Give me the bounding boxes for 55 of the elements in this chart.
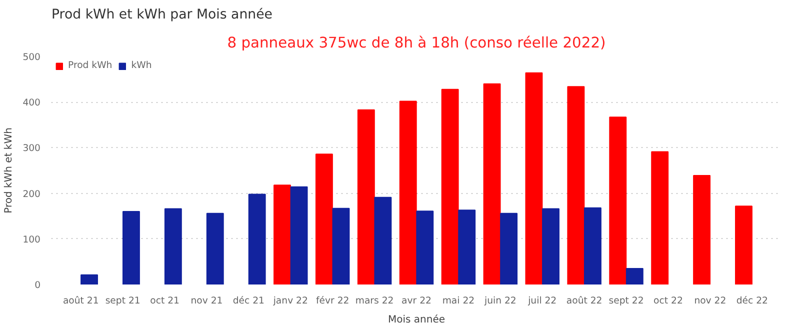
bar [80, 274, 98, 284]
bar [525, 72, 543, 284]
bar [542, 208, 560, 284]
bar [206, 212, 224, 284]
bar [357, 109, 375, 284]
bar [374, 196, 392, 284]
y-tick-label: 400 [22, 98, 41, 109]
x-axis-title: Mois année [388, 314, 446, 326]
bar [483, 83, 501, 284]
x-tick-label: sept 21 [105, 296, 140, 306]
x-tick-label: août 21 [62, 296, 99, 306]
y-tick-label: 200 [22, 188, 41, 200]
y-tick-label: 500 [22, 52, 41, 63]
x-tick-label: nov 21 [190, 296, 223, 306]
bar [567, 86, 585, 284]
bar [441, 88, 459, 284]
bar [609, 116, 627, 284]
bar [315, 154, 333, 284]
y-tick-label: 0 [34, 280, 41, 291]
bar [332, 208, 350, 284]
bar [274, 184, 291, 284]
bar [500, 212, 518, 284]
y-tick-label: 300 [22, 143, 41, 154]
bar [290, 186, 308, 284]
legend-label: Prod kWh [68, 60, 112, 71]
x-tick-label: mars 22 [355, 296, 394, 306]
y-axis-title: Prod kWh et kWh [4, 128, 15, 214]
bar [248, 194, 266, 284]
bar [122, 211, 140, 284]
chart-title: Prod kWh et kWh par Mois année [52, 8, 273, 22]
legend-label: kWh [131, 60, 152, 71]
x-tick-label: juin 22 [483, 296, 516, 306]
text: 8 panneaux 375wc de 8h à 18h (conso réelle 2022) [227, 34, 606, 52]
bar [651, 151, 669, 284]
x-tick-label: avr 22 [402, 296, 432, 306]
x-tick-label: oct 22 [654, 296, 683, 306]
x-tick-label: nov 22 [694, 296, 726, 306]
x-tick-label: janv 22 [272, 296, 308, 306]
y-tick-label: 100 [22, 234, 41, 246]
x-tick-label: sept 22 [608, 296, 644, 306]
x-tick-label: mai 22 [442, 296, 475, 306]
bar [399, 100, 417, 284]
bar [693, 175, 711, 284]
bar [416, 210, 434, 284]
x-tick-label: déc 21 [232, 296, 265, 306]
x-tick-label: juil 22 [527, 296, 557, 306]
x-tick-label: août 22 [566, 296, 602, 306]
x-tick-label: oct 21 [150, 296, 180, 306]
bar [164, 208, 182, 284]
bar [626, 268, 644, 284]
x-tick-label: déc 22 [736, 296, 768, 306]
x-tick-label: févr 22 [316, 296, 350, 306]
bar [458, 210, 476, 284]
bar [584, 207, 602, 284]
bar [735, 206, 752, 284]
